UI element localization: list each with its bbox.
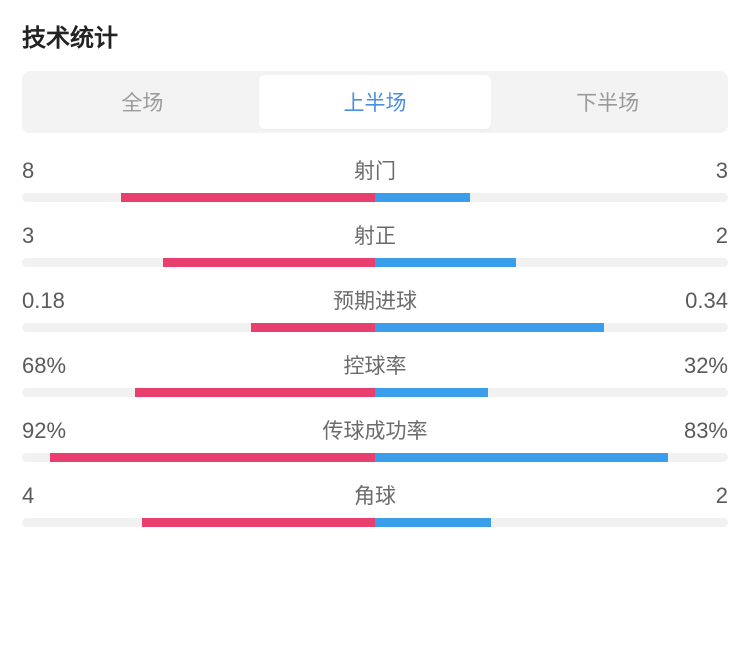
stat-label: 射门	[82, 155, 668, 185]
stat-bar	[22, 388, 728, 397]
stat-bar	[22, 518, 728, 527]
stat-bar-right-fill	[375, 193, 470, 202]
stat-header: 68%控球率32%	[22, 350, 728, 380]
stat-value-left: 8	[22, 158, 82, 184]
stat-bar-right	[375, 323, 728, 332]
stat-header: 92%传球成功率83%	[22, 415, 728, 445]
stat-value-right: 0.34	[668, 288, 728, 314]
stat-label: 角球	[82, 480, 668, 510]
stat-row: 4角球2	[22, 480, 728, 527]
stat-value-right: 2	[668, 483, 728, 509]
stat-label: 控球率	[82, 350, 668, 380]
stat-bar-right	[375, 193, 728, 202]
tab-second-half[interactable]: 下半场	[491, 75, 724, 129]
stat-bar-left	[22, 388, 375, 397]
stat-bar-right	[375, 518, 728, 527]
stat-row: 3射正2	[22, 220, 728, 267]
stat-bar-left	[22, 258, 375, 267]
stat-value-left: 4	[22, 483, 82, 509]
stat-bar-left-fill	[50, 453, 375, 462]
stat-value-right: 2	[668, 223, 728, 249]
stat-row: 0.18预期进球0.34	[22, 285, 728, 332]
stat-value-left: 92%	[22, 418, 82, 444]
stat-bar-left-fill	[142, 518, 375, 527]
page-title: 技术统计	[22, 18, 728, 53]
stats-list: 8射门33射正20.18预期进球0.3468%控球率32%92%传球成功率83%…	[22, 155, 728, 527]
stat-value-left: 3	[22, 223, 82, 249]
stat-header: 8射门3	[22, 155, 728, 185]
stat-row: 8射门3	[22, 155, 728, 202]
stat-bar-right-fill	[375, 518, 491, 527]
period-tabs: 全场 上半场 下半场	[22, 71, 728, 133]
stat-label: 预期进球	[82, 285, 668, 315]
stat-bar-left	[22, 518, 375, 527]
stat-bar-left-fill	[163, 258, 375, 267]
stat-label: 传球成功率	[82, 415, 668, 445]
stat-bar-left-fill	[251, 323, 375, 332]
stat-row: 68%控球率32%	[22, 350, 728, 397]
stat-value-right: 32%	[668, 353, 728, 379]
stat-bar-right-fill	[375, 323, 604, 332]
stat-header: 0.18预期进球0.34	[22, 285, 728, 315]
stat-bar-left	[22, 453, 375, 462]
tab-label: 下半场	[576, 92, 639, 115]
stat-bar-left	[22, 323, 375, 332]
stat-bar-left-fill	[121, 193, 375, 202]
stat-bar-right	[375, 258, 728, 267]
stat-value-right: 3	[668, 158, 728, 184]
tab-full[interactable]: 全场	[26, 75, 259, 129]
tab-label: 全场	[121, 92, 163, 115]
stat-bar-left-fill	[135, 388, 375, 397]
stats-panel: 技术统计 全场 上半场 下半场 8射门33射正20.18预期进球0.3468%控…	[0, 0, 750, 553]
stat-bar-right	[375, 388, 728, 397]
tab-label: 上半场	[344, 92, 407, 115]
tab-first-half[interactable]: 上半场	[259, 75, 492, 129]
stat-bar	[22, 323, 728, 332]
stat-value-right: 83%	[668, 418, 728, 444]
stat-label: 射正	[82, 220, 668, 250]
stat-bar	[22, 258, 728, 267]
stat-value-left: 68%	[22, 353, 82, 379]
stat-header: 3射正2	[22, 220, 728, 250]
stat-bar-left	[22, 193, 375, 202]
stat-value-left: 0.18	[22, 288, 82, 314]
stat-header: 4角球2	[22, 480, 728, 510]
stat-bar-right-fill	[375, 453, 668, 462]
stat-bar	[22, 193, 728, 202]
stat-bar-right-fill	[375, 258, 516, 267]
stat-row: 92%传球成功率83%	[22, 415, 728, 462]
stat-bar-right-fill	[375, 388, 488, 397]
stat-bar	[22, 453, 728, 462]
stat-bar-right	[375, 453, 728, 462]
